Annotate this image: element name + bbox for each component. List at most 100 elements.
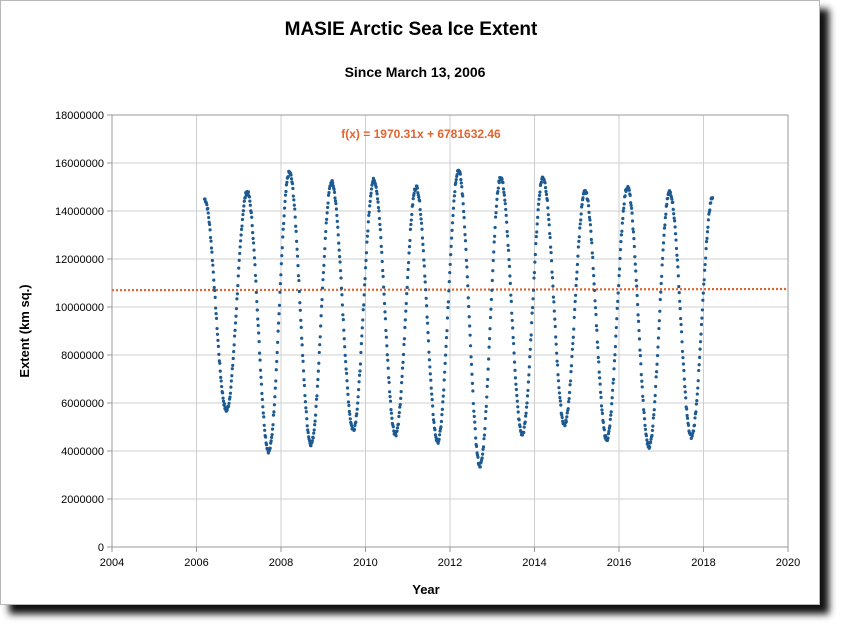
data-point (297, 278, 301, 283)
data-point (600, 408, 604, 412)
data-point (344, 360, 348, 364)
data-point (370, 183, 374, 187)
data-point (482, 433, 487, 437)
data-point (661, 256, 665, 261)
data-point (466, 296, 470, 300)
data-point (215, 326, 219, 331)
data-point (698, 355, 702, 359)
data-point (705, 230, 710, 234)
data-point (361, 318, 365, 322)
data-point (295, 254, 300, 258)
data-point (487, 337, 492, 341)
data-point (270, 435, 274, 439)
y-tick-label: 6000000 (61, 398, 104, 410)
data-point (343, 353, 347, 357)
data-point (686, 423, 691, 427)
data-point (357, 388, 361, 392)
data-point (379, 236, 383, 240)
data-point (226, 404, 231, 408)
data-point (255, 308, 259, 312)
data-point (495, 197, 499, 201)
data-point (555, 351, 559, 355)
data-point (410, 212, 414, 217)
data-point (642, 410, 646, 415)
data-point (344, 367, 348, 371)
data-point (487, 345, 491, 349)
data-point (332, 190, 337, 194)
data-point (607, 429, 611, 433)
data-point (355, 407, 359, 411)
data-point (502, 190, 506, 195)
data-point (640, 379, 644, 383)
data-point (229, 379, 233, 383)
data-point (451, 213, 455, 218)
data-point (526, 380, 531, 384)
data-point (209, 239, 213, 243)
data-point (472, 409, 476, 413)
data-point (429, 378, 433, 382)
data-point (493, 234, 497, 238)
data-point (524, 405, 529, 409)
data-point (330, 178, 334, 183)
data-point (491, 269, 495, 273)
data-point (284, 183, 289, 187)
data-point (587, 215, 592, 219)
data-point (564, 420, 568, 424)
data-point (301, 353, 305, 358)
y-tick-label: 12000000 (55, 254, 104, 266)
data-point (357, 380, 361, 384)
data-point (555, 359, 559, 363)
data-point (505, 229, 509, 234)
data-point (242, 204, 246, 208)
data-point (613, 353, 617, 357)
data-point (366, 229, 370, 233)
data-point (591, 266, 595, 271)
data-point (369, 194, 373, 198)
data-point (214, 306, 218, 310)
data-point (367, 213, 371, 217)
data-point (239, 239, 243, 243)
data-point (363, 277, 367, 281)
data-point (657, 319, 661, 323)
data-point (381, 274, 385, 279)
data-point (394, 434, 398, 438)
data-point (599, 404, 604, 408)
data-point (440, 412, 444, 417)
data-point (206, 211, 210, 215)
data-point (544, 192, 549, 197)
x-tick-label: 2004 (100, 557, 124, 569)
data-point (248, 199, 252, 203)
data-point (268, 446, 272, 450)
data-point (525, 394, 530, 398)
x-tick-label: 2014 (522, 557, 546, 569)
data-point (448, 262, 452, 267)
data-point (528, 355, 532, 359)
data-point (682, 377, 686, 381)
data-point (291, 194, 295, 198)
data-point (292, 198, 296, 202)
data-point (283, 199, 287, 204)
data-point (358, 362, 363, 366)
chart-frame: MASIE Arctic Sea Ice Extent Since March … (0, 0, 820, 605)
data-point (298, 301, 302, 305)
data-point (589, 237, 593, 242)
data-point (572, 315, 576, 320)
data-point (611, 388, 615, 392)
data-point (339, 276, 343, 280)
data-point (315, 394, 319, 398)
data-point (548, 235, 552, 240)
data-point (368, 199, 372, 203)
data-point (228, 395, 232, 399)
data-point (568, 390, 572, 395)
data-point (341, 313, 345, 317)
data-point (430, 392, 434, 396)
data-point (395, 429, 399, 433)
data-point (630, 219, 635, 223)
data-point (601, 420, 605, 424)
data-point (427, 358, 431, 362)
data-point (304, 406, 308, 410)
data-point (338, 260, 342, 264)
data-point (599, 395, 603, 399)
data-point (375, 192, 379, 196)
data-point (463, 239, 468, 243)
